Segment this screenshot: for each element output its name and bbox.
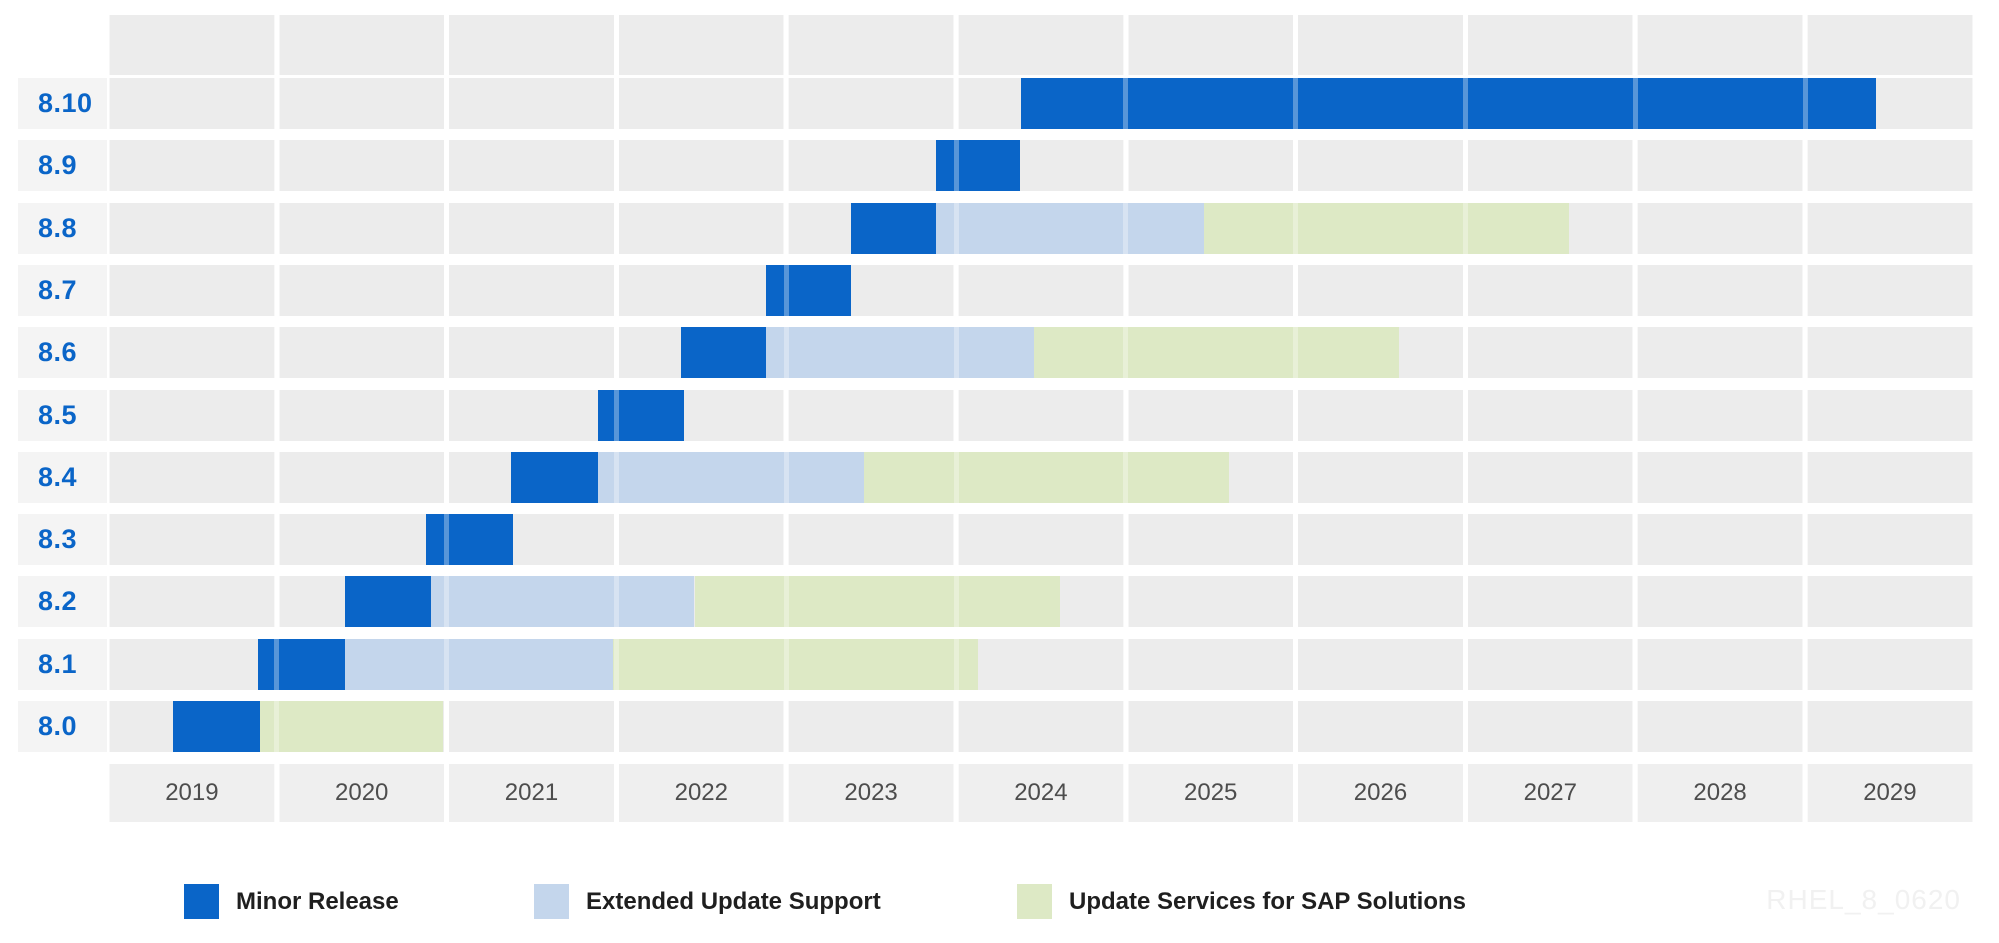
year-gridline bbox=[1293, 15, 1299, 822]
year-gridline bbox=[613, 15, 619, 822]
legend-item-minor-release: Minor Release bbox=[184, 884, 399, 919]
bar-segment-minor-release bbox=[935, 140, 1021, 192]
version-label: 8.9 bbox=[38, 150, 78, 181]
legend-label: Update Services for SAP Solutions bbox=[1069, 887, 1466, 915]
row-label-band: 8.3 bbox=[18, 514, 107, 566]
row-track bbox=[107, 389, 1975, 441]
bar-segment-extended-update-support bbox=[344, 638, 613, 690]
year-tick-label: 2020 bbox=[335, 779, 389, 806]
legend-swatch-extended-update-support bbox=[534, 884, 569, 919]
year-gridline bbox=[1462, 15, 1468, 822]
bar-segment-minor-release bbox=[426, 514, 513, 566]
row-label-band: 8.5 bbox=[18, 389, 107, 441]
version-label: 8.2 bbox=[38, 586, 78, 617]
year-tick-label: 2027 bbox=[1523, 779, 1577, 806]
year-gridline bbox=[1802, 15, 1808, 822]
bar-segment-update-services-sap bbox=[259, 701, 444, 752]
bar-segment-extended-update-support bbox=[597, 451, 865, 503]
year-gridline bbox=[1123, 15, 1129, 822]
bar-segment-update-services-sap bbox=[694, 576, 1060, 628]
bar-segment-minor-release bbox=[850, 202, 936, 254]
bar-segment-update-services-sap bbox=[864, 451, 1230, 503]
bar-segment-extended-update-support bbox=[765, 327, 1035, 379]
row-label-band: 8.9 bbox=[18, 140, 107, 192]
year-gridline bbox=[444, 15, 450, 822]
top-filler-band bbox=[107, 15, 1975, 75]
bar-segment-update-services-sap bbox=[613, 638, 979, 690]
bar-segment-minor-release bbox=[258, 638, 345, 690]
legend-item-update-services-sap: Update Services for SAP Solutions bbox=[1017, 884, 1466, 919]
bar-segment-update-services-sap bbox=[1203, 202, 1569, 254]
row-label-band: 8.2 bbox=[18, 576, 107, 628]
legend-swatch-minor-release bbox=[184, 884, 219, 919]
bar-segment-minor-release bbox=[597, 389, 685, 441]
version-label: 8.10 bbox=[38, 88, 93, 118]
legend-item-extended-update-support: Extended Update Support bbox=[534, 884, 881, 919]
year-tick-label: 2026 bbox=[1353, 779, 1408, 806]
version-label: 8.6 bbox=[38, 337, 78, 368]
year-tick-label: 2022 bbox=[674, 779, 728, 806]
version-label: 8.3 bbox=[38, 524, 78, 555]
row-label-band: 8.8 bbox=[18, 202, 107, 254]
year-tick-label: 2025 bbox=[1184, 779, 1238, 806]
bar-segment-extended-update-support bbox=[431, 576, 695, 628]
bar-segment-minor-release bbox=[680, 327, 766, 379]
version-label: 8.7 bbox=[38, 274, 78, 305]
legend-label: Minor Release bbox=[236, 887, 399, 915]
bar-segment-update-services-sap bbox=[1034, 327, 1400, 379]
year-tick-label: 2021 bbox=[504, 779, 559, 806]
year-tick-label: 2019 bbox=[165, 779, 219, 806]
bar-segment-minor-release bbox=[1020, 78, 1877, 129]
bar-segment-minor-release bbox=[173, 701, 260, 752]
version-label: 8.8 bbox=[38, 212, 78, 243]
row-track bbox=[107, 514, 1975, 566]
year-gridline bbox=[1632, 15, 1638, 822]
year-gridline bbox=[783, 15, 789, 822]
year-gridline bbox=[953, 15, 959, 822]
x-axis-band bbox=[107, 764, 1975, 822]
row-track bbox=[107, 264, 1975, 316]
version-label: 8.4 bbox=[38, 461, 78, 492]
year-tick-label: 2028 bbox=[1693, 779, 1747, 806]
bar-segment-extended-update-support bbox=[935, 202, 1204, 254]
row-label-band: 8.7 bbox=[18, 264, 107, 316]
year-tick-label: 2024 bbox=[1014, 779, 1068, 806]
row-label-band: 8.0 bbox=[18, 701, 107, 752]
year-gridline bbox=[274, 15, 280, 822]
year-tick-label: 2029 bbox=[1863, 779, 1917, 806]
legend-label: Extended Update Support bbox=[586, 887, 881, 915]
legend-swatch-update-services-sap bbox=[1017, 884, 1052, 919]
row-label-band: 8.6 bbox=[18, 327, 107, 379]
watermark: RHEL_8_0620 bbox=[1766, 884, 1961, 915]
version-label: 8.0 bbox=[38, 711, 78, 741]
row-label-band: 8.4 bbox=[18, 451, 107, 503]
version-label: 8.1 bbox=[38, 648, 78, 679]
version-label: 8.5 bbox=[38, 399, 78, 430]
row-label-band: 8.10 bbox=[18, 78, 107, 129]
year-tick-label: 2023 bbox=[844, 779, 898, 806]
bar-segment-minor-release bbox=[344, 576, 432, 628]
bar-segment-minor-release bbox=[765, 264, 851, 316]
row-label-band: 8.1 bbox=[18, 638, 107, 690]
row-track bbox=[107, 140, 1975, 192]
bar-segment-minor-release bbox=[511, 451, 598, 503]
